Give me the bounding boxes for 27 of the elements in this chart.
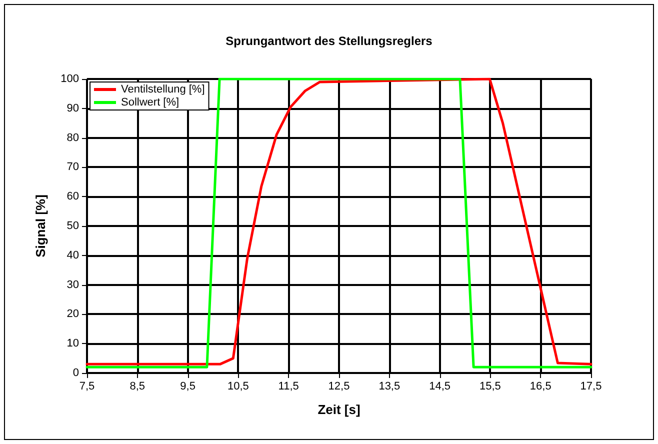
x-tick-label: 7,5: [79, 380, 95, 392]
y-tick-label: 30: [66, 278, 79, 291]
x-tick-label: 16,5: [530, 380, 552, 392]
chart-title: Sprungantwort des Stellungsreglers: [226, 34, 433, 48]
x-tick-label: 10,5: [227, 380, 249, 392]
x-tick-label: 14,5: [429, 380, 451, 392]
legend-label: Ventilstellung [%]: [121, 84, 205, 96]
x-tick-label: 9,5: [180, 380, 196, 392]
x-tick-label: 11,5: [278, 380, 299, 392]
y-tick-label: 0: [72, 367, 79, 379]
x-tick-label: 8,5: [130, 380, 146, 392]
x-tick-label: 17,5: [580, 380, 602, 392]
y-tick-label: 70: [66, 161, 79, 174]
x-tick-label: 13,5: [378, 380, 400, 392]
y-tick-label: 50: [66, 220, 79, 232]
y-tick-label: 10: [66, 338, 79, 350]
y-tick-label: 20: [66, 308, 79, 320]
y-tick-label: 90: [66, 102, 79, 114]
legend-label: Sollwert [%]: [121, 96, 180, 108]
x-tick-label: 12,5: [328, 380, 350, 392]
y-tick-label: 100: [60, 73, 79, 85]
y-tick-label: 60: [66, 190, 79, 203]
y-axis-title: Signal [%]: [33, 194, 48, 258]
y-tick-label: 80: [66, 132, 79, 144]
x-tick-label: 15,5: [479, 380, 501, 392]
y-tick-label: 40: [66, 249, 79, 262]
x-axis-title: Zeit [s]: [318, 402, 360, 417]
